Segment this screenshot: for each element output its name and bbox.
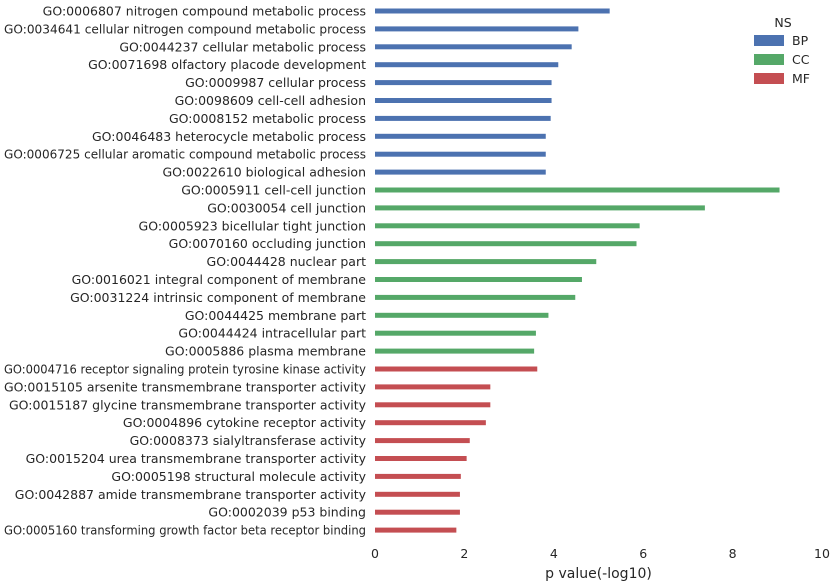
legend-label-bp: BP: [792, 33, 809, 48]
bar-cc: [375, 205, 705, 211]
category-label: GO:0009987 cellular process: [185, 75, 366, 90]
category-label: GO:0015105 arsenite transmembrane transp…: [4, 379, 367, 394]
legend: NS BP CC MF: [754, 15, 810, 86]
bar-bp: [375, 115, 551, 121]
bar-cc: [375, 259, 597, 265]
bar-cc: [375, 241, 637, 247]
bar-mf: [375, 402, 491, 408]
category-label: GO:0044424 intracellular part: [178, 326, 366, 341]
legend-swatch-cc: [754, 54, 784, 65]
category-label: GO:0098609 cell-cell adhesion: [175, 93, 366, 108]
bar-cc: [375, 330, 536, 336]
category-label: GO:0042887 amide transmembrane transport…: [15, 487, 367, 502]
bar-bp: [375, 151, 546, 157]
category-label: GO:0002039 p53 binding: [208, 505, 366, 520]
x-axis: 0 2 4 6 8 10: [371, 546, 830, 561]
category-label: GO:0006725 cellular aromatic compound me…: [4, 147, 366, 162]
bar-mf: [375, 438, 470, 444]
category-label: GO:0004716 receptor signaling protein ty…: [4, 362, 367, 377]
category-label: GO:0008152 metabolic process: [169, 111, 366, 126]
bar-mf: [375, 384, 491, 390]
bar-cc: [375, 294, 576, 300]
category-label: GO:0008373 sialyltransferase activity: [130, 433, 367, 448]
category-label: GO:0005923 bicellular tight junction: [139, 218, 366, 233]
bar-bp: [375, 133, 546, 139]
bar-bp: [375, 80, 552, 86]
category-label: GO:0016021 integral component of membran…: [72, 272, 367, 287]
category-label: GO:0070160 occluding junction: [169, 236, 366, 251]
bar-cc: [375, 312, 549, 318]
bar-bp: [375, 8, 610, 14]
bar-cc: [375, 348, 535, 354]
x-tick-label: 10: [814, 546, 830, 561]
x-axis-title: p value(-log10): [545, 566, 652, 582]
category-label: GO:0004896 cytokine receptor activity: [123, 415, 367, 430]
category-label: GO:0005160 transforming growth factor be…: [4, 523, 366, 538]
bar-mf: [375, 456, 467, 461]
bar-mf: [375, 491, 460, 497]
bar-bp: [375, 169, 546, 175]
bar-mf: [375, 527, 457, 533]
category-label: GO:0005198 structural molecule activity: [111, 469, 366, 484]
category-label: GO:0044237 cellular metabolic process: [119, 39, 366, 54]
category-label: GO:0031224 intrinsic component of membra…: [70, 290, 366, 305]
bars-layer: [375, 8, 780, 533]
x-tick-label: 8: [729, 546, 737, 561]
category-labels: GO:0006807 nitrogen compound metabolic p…: [4, 4, 367, 538]
category-label: GO:0046483 heterocycle metabolic process: [92, 129, 366, 144]
x-tick-label: 0: [371, 546, 379, 561]
legend-swatch-bp: [754, 35, 784, 46]
category-label: GO:0005886 plasma membrane: [165, 344, 366, 359]
legend-label-cc: CC: [792, 52, 810, 67]
category-label: GO:0015204 urea transmembrane transporte…: [26, 451, 367, 466]
bar-cc: [375, 223, 640, 229]
legend-label-mf: MF: [792, 71, 810, 86]
bar-cc: [375, 187, 780, 193]
legend-swatch-mf: [754, 73, 784, 84]
bar-mf: [375, 509, 460, 515]
category-label: GO:0030054 cell junction: [207, 200, 366, 215]
category-label: GO:0015187 glycine transmembrane transpo…: [9, 397, 367, 412]
bar-mf: [375, 366, 538, 372]
category-label: GO:0044428 nuclear part: [207, 254, 367, 269]
category-label: GO:0071698 olfactory placode development: [88, 57, 366, 72]
category-label: GO:0005911 cell-cell junction: [181, 183, 366, 198]
bar-mf: [375, 473, 461, 479]
x-tick-label: 4: [550, 546, 558, 561]
x-tick-label: 2: [460, 546, 468, 561]
bar-mf: [375, 420, 486, 426]
bar-bp: [375, 44, 572, 50]
bar-cc: [375, 277, 582, 282]
bar-bp: [375, 62, 559, 68]
category-label: GO:0044425 membrane part: [185, 308, 366, 323]
legend-title: NS: [774, 15, 791, 30]
category-label: GO:0022610 biological adhesion: [163, 165, 367, 180]
category-label: GO:0034641 cellular nitrogen compound me…: [4, 21, 366, 36]
bar-bp: [375, 26, 579, 32]
category-label: GO:0006807 nitrogen compound metabolic p…: [43, 4, 366, 19]
bar-bp: [375, 98, 552, 103]
x-tick-label: 6: [639, 546, 647, 561]
